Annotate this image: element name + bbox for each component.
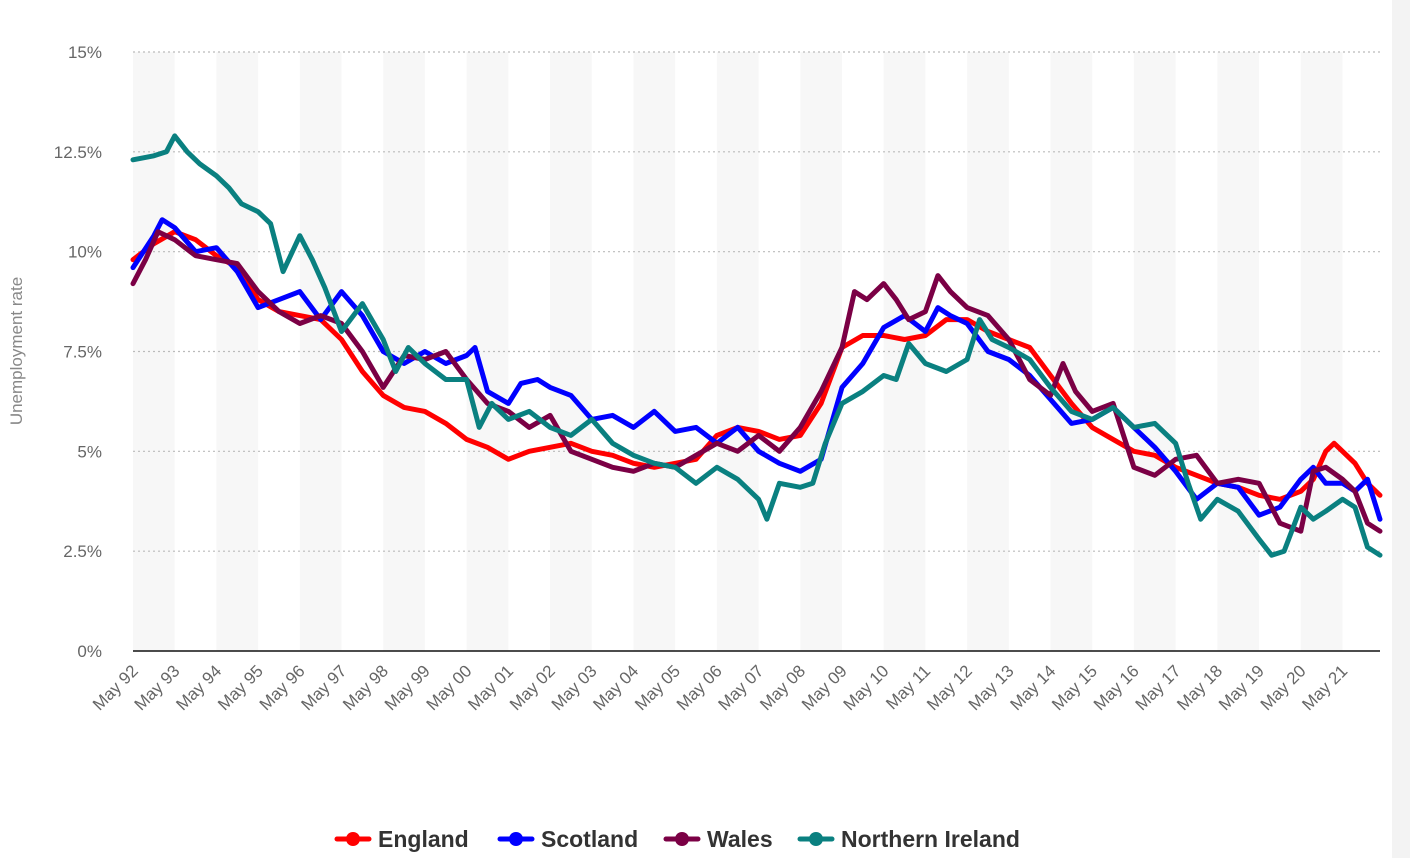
x-tick-label: May 10 (840, 661, 893, 714)
x-tick-label: May 92 (89, 661, 142, 714)
x-tick-label: May 99 (381, 661, 434, 714)
x-tick-label: May 00 (423, 661, 476, 714)
x-tick-label: May 09 (798, 661, 851, 714)
legend-item[interactable]: Northern Ireland (797, 826, 1020, 852)
x-tick-label: May 03 (548, 661, 601, 714)
x-tick-label: May 12 (923, 661, 976, 714)
y-tick-label: 5% (77, 442, 102, 461)
x-tick-label: May 18 (1173, 661, 1226, 714)
legend-swatch-dot (346, 832, 360, 846)
year-band (216, 52, 259, 651)
legend-label: Wales (707, 826, 773, 852)
y-tick-label: 7.5% (63, 343, 102, 362)
x-tick-label: May 97 (298, 661, 351, 714)
legend-swatch-dot (675, 832, 689, 846)
x-tick-label: May 16 (1090, 661, 1143, 714)
legend-item[interactable]: Wales (663, 826, 773, 852)
legend-item[interactable]: Scotland (497, 826, 638, 852)
legend-label: England (378, 826, 469, 852)
legend-label: Scotland (541, 826, 638, 852)
x-tick-label: May 06 (673, 661, 726, 714)
x-tick-label: May 15 (1048, 661, 1101, 714)
year-band (1050, 52, 1093, 651)
x-tick-label: May 11 (882, 661, 934, 713)
legend-label: Northern Ireland (841, 826, 1020, 852)
series-line (130, 133, 1383, 558)
y-tick-label: 15% (68, 43, 102, 62)
x-tick-label: May 94 (172, 661, 225, 714)
year-band (550, 52, 592, 651)
legend-item[interactable]: England (334, 826, 469, 852)
x-tick-label: May 93 (131, 661, 184, 714)
x-tick-label: May 14 (1006, 661, 1059, 714)
x-tick-label: May 04 (589, 661, 642, 714)
legend[interactable]: England Scotland Wales Northern Ireland (334, 826, 1020, 852)
x-tick-label: May 07 (715, 661, 768, 714)
y-tick-label: 0% (77, 642, 102, 661)
year-band (800, 52, 842, 651)
scroll-edge (1392, 0, 1410, 858)
y-tick-label: 2.5% (63, 542, 102, 561)
x-tick-label: May 19 (1215, 661, 1268, 714)
legend-swatch-dot (809, 832, 823, 846)
series-line (130, 217, 1383, 522)
x-tick-label: May 13 (965, 661, 1018, 714)
year-band (1300, 52, 1343, 651)
x-tick-label: May 01 (464, 661, 517, 714)
y-axis-label: Unemployment rate (7, 277, 26, 425)
x-tick-label: May 05 (631, 661, 684, 714)
x-tick-label: May 20 (1257, 661, 1310, 714)
year-band (299, 52, 342, 651)
x-tick-label: May 95 (214, 661, 267, 714)
x-tick-label: May 02 (506, 661, 559, 714)
legend-swatch-dot (509, 832, 523, 846)
x-tick-label: May 21 (1298, 661, 1351, 714)
y-tick-label: 10% (68, 243, 102, 262)
x-tick-label: May 17 (1132, 661, 1185, 714)
y-tick-label: 12.5% (54, 143, 102, 162)
series-lines (130, 133, 1383, 558)
x-tick-label: May 08 (756, 661, 809, 714)
x-tick-label: May 98 (339, 661, 392, 714)
y-axis-ticks: 0% 2.5% 5% 7.5% 10% 12.5% 15% (54, 43, 102, 661)
x-tick-label: May 96 (256, 661, 309, 714)
